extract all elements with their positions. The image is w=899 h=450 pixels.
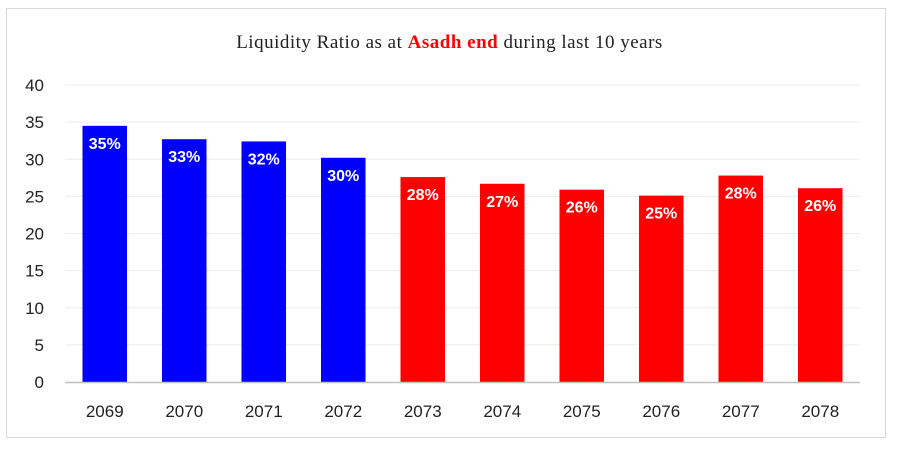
data-label: 25% [645,206,677,223]
chart-title: Liquidity Ratio as at Asadh end during l… [0,32,899,54]
data-label: 27% [486,194,518,211]
data-label: 28% [725,186,757,203]
data-label: 33% [168,149,200,166]
chart-title-part-3: during last 10 years [498,32,663,53]
y-tick-label: 0 [35,373,44,392]
bar [559,189,605,382]
bar [718,175,764,382]
x-tick-label: 2071 [245,402,283,421]
bar [161,139,207,382]
data-label: 26% [804,198,836,215]
chart-title-highlight: Asadh end [407,32,499,53]
y-tick-label: 25 [25,187,44,206]
x-tick-label: 2078 [801,402,839,421]
bar [638,195,684,382]
x-tick-label: 2073 [404,402,442,421]
y-tick-label: 20 [25,225,44,244]
bar [400,177,446,382]
bar [241,141,287,382]
x-tick-label: 2074 [483,402,521,421]
x-tick-label: 2077 [722,402,760,421]
y-tick-label: 30 [25,150,44,169]
bar [479,183,525,382]
bars: 35% 33% 32% 30% 28% 27% 26% 25% 28% 26% [82,125,843,383]
chart-title-part-1: Liquidity Ratio as at [236,32,408,53]
bar [82,125,128,383]
y-tick-label: 35 [25,113,44,132]
x-tick-label: 2070 [165,402,203,421]
x-tick-label: 2072 [324,402,362,421]
data-label: 32% [248,151,280,168]
y-tick-label: 5 [35,336,44,355]
x-axis-ticks: 2069 2070 2071 2072 2073 2074 2075 2076 2077 2078 [86,402,839,421]
data-label: 28% [407,187,439,204]
y-tick-label: 15 [25,262,44,281]
x-tick-label: 2076 [642,402,680,421]
x-tick-label: 2075 [563,402,601,421]
bar [320,157,366,382]
y-tick-label: 10 [25,299,44,318]
x-tick-label: 2069 [86,402,124,421]
y-axis-ticks: 0 5 10 15 20 25 30 35 40 [25,76,44,392]
data-label: 26% [566,200,598,217]
bar [797,188,843,382]
data-label: 35% [89,136,121,153]
y-tick-label: 40 [25,76,44,95]
data-label: 30% [327,168,359,185]
